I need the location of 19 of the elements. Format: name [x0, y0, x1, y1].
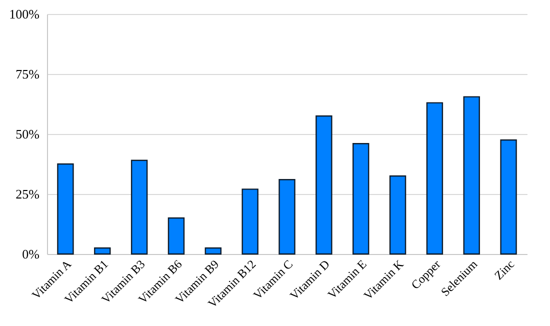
bar: [57, 163, 74, 255]
bar: [168, 217, 185, 255]
y-tick-label: 50%: [16, 126, 40, 142]
bar: [204, 247, 222, 255]
bar: [426, 102, 444, 255]
bar: [500, 139, 517, 255]
y-tick-label: 25%: [16, 186, 40, 202]
bar: [389, 175, 406, 255]
bar: [316, 115, 332, 255]
bar: [352, 143, 370, 255]
bar: [242, 188, 258, 255]
y-tick-label: 0%: [22, 246, 40, 262]
bar: [463, 96, 480, 255]
bar: [130, 160, 148, 255]
bar: [278, 179, 296, 255]
y-tick-label: 75%: [16, 66, 40, 82]
bar: [94, 247, 111, 255]
x-tick-label: Zinc: [492, 257, 518, 283]
y-tick-label: 100%: [9, 6, 40, 22]
